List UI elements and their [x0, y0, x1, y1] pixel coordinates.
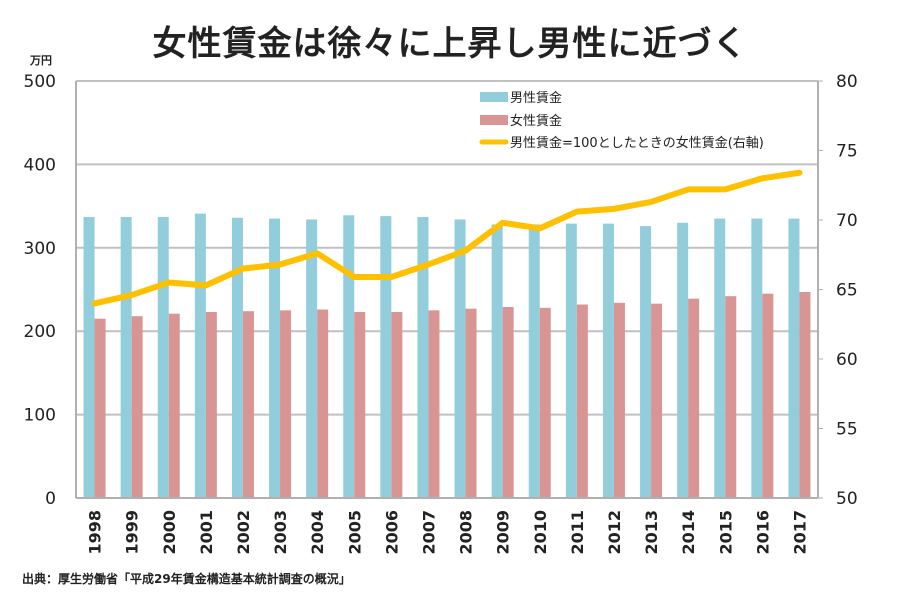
bar-male — [677, 222, 689, 498]
bar-male — [380, 216, 392, 498]
bar-male — [194, 213, 206, 498]
bar-male — [83, 216, 95, 498]
right-tick-label: 55 — [836, 420, 858, 440]
bar-male — [120, 216, 132, 498]
bars — [83, 213, 811, 499]
legend-label-male: 男性賃金 — [510, 90, 562, 106]
x-tick-label: 2009 — [494, 510, 513, 555]
legend: 男性賃金 女性賃金 男性賃金=100としたときの女性賃金(右軸) — [479, 90, 764, 151]
bar-female — [613, 302, 625, 498]
right-axis-ticks: 50 55 60 65 70 75 80 — [836, 72, 858, 509]
x-tick-label: 2014 — [679, 510, 698, 555]
bar-female — [317, 309, 329, 498]
ratio-line — [91, 169, 803, 307]
bar-male — [157, 216, 169, 498]
right-tick-label: 80 — [836, 72, 858, 92]
bar-female — [502, 307, 514, 498]
chart-title: 女性賃金は徐々に上昇し男性に近づく — [152, 24, 748, 64]
bar-male — [602, 223, 614, 498]
bar-male — [491, 224, 503, 498]
x-tick-label: 2016 — [753, 510, 772, 555]
x-tick-label: 1999 — [123, 510, 142, 555]
left-tick-label: 100 — [24, 406, 56, 426]
bar-female — [725, 296, 737, 498]
bar-female — [391, 312, 403, 498]
right-tick-label: 50 — [836, 489, 858, 509]
axes — [75, 80, 823, 499]
bar-male — [788, 218, 800, 499]
x-tick-label: 2017 — [790, 510, 809, 555]
x-tick-label: 2002 — [234, 510, 253, 555]
y-axis-unit-label: 万円 — [30, 54, 52, 67]
bar-female — [94, 318, 106, 498]
bar-female — [762, 293, 774, 498]
bar-female — [168, 313, 180, 498]
left-axis-ticks: 0 100 200 300 400 500 — [24, 72, 56, 509]
bar-female — [242, 311, 254, 498]
right-tick-label: 70 — [836, 211, 858, 231]
legend-swatch-male — [480, 92, 508, 102]
bar-female — [651, 303, 663, 498]
bar-female — [688, 298, 700, 498]
bar-male — [343, 215, 355, 499]
source-note: 出典：厚生労働省「平成29年賃金構造基本統計調査の概況」 — [22, 572, 351, 586]
bar-male — [454, 219, 466, 498]
left-tick-label: 300 — [24, 239, 56, 259]
bar-male — [751, 218, 763, 499]
bar-male — [714, 218, 726, 499]
bar-female — [799, 292, 811, 498]
x-tick-label: 2015 — [716, 510, 735, 555]
bar-female — [576, 304, 588, 498]
x-tick-label: 1998 — [86, 510, 105, 555]
x-tick-label: 2001 — [197, 510, 216, 555]
bar-female — [465, 308, 477, 498]
x-tick-label: 2005 — [345, 510, 364, 555]
bar-female — [354, 312, 366, 498]
bar-female — [131, 316, 143, 498]
bar-male — [528, 224, 540, 498]
x-tick-label: 2012 — [605, 510, 624, 555]
bar-female — [205, 312, 217, 498]
bar-female — [280, 310, 292, 498]
x-tick-label: 2010 — [531, 510, 550, 555]
legend-label-ratio: 男性賃金=100としたときの女性賃金(右軸) — [510, 135, 764, 151]
right-tick-label: 60 — [836, 350, 858, 370]
x-tick-label: 2008 — [457, 510, 476, 555]
x-tick-label: 2011 — [568, 510, 587, 555]
left-tick-label: 500 — [24, 72, 56, 92]
bar-male — [231, 217, 243, 498]
x-axis-ticks: 1998 1999 2000 2001 2002 2003 2004 2005 2006 2007… — [86, 510, 810, 555]
bar-female — [539, 307, 551, 498]
x-tick-label: 2006 — [382, 510, 401, 555]
left-tick-label: 400 — [24, 155, 56, 175]
legend-label-female: 女性賃金 — [510, 113, 562, 129]
x-tick-label: 2013 — [642, 510, 661, 555]
bar-male — [565, 223, 577, 498]
x-tick-label: 2004 — [308, 510, 327, 555]
x-tick-label: 2003 — [271, 510, 290, 555]
legend-swatch-female — [480, 115, 508, 125]
gridlines — [76, 80, 818, 416]
bar-male — [306, 219, 318, 498]
right-tick-label: 75 — [836, 142, 858, 162]
right-tick-label: 65 — [836, 281, 858, 301]
bar-male — [640, 226, 652, 498]
x-tick-label: 2000 — [160, 510, 179, 555]
left-tick-label: 200 — [24, 322, 56, 342]
x-tick-label: 2007 — [419, 510, 438, 555]
bar-male — [269, 218, 281, 499]
ratio-line-group — [91, 169, 803, 307]
bar-male — [417, 216, 429, 498]
left-tick-label: 0 — [45, 489, 56, 509]
bar-female — [428, 310, 440, 498]
